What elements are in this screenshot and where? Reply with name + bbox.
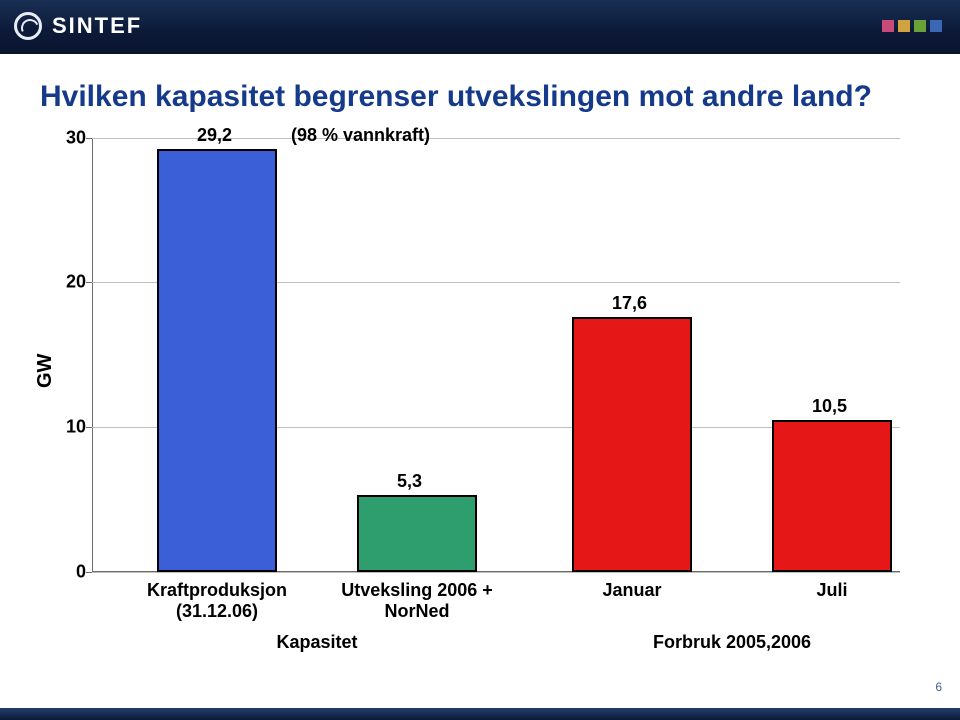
x-tick-label: Utveksling 2006 +NorNed [317, 580, 517, 623]
x-tick-label: Januar [532, 580, 732, 602]
plot-area: 0102030 29,2(98 % vannkraft)5,317,610,5 … [92, 138, 900, 668]
brand-name: SINTEF [52, 13, 142, 39]
y-axis-label: GW [34, 353, 57, 387]
bar-value-label: 17,6 [612, 293, 647, 314]
header-dot-row [882, 20, 942, 32]
brand: SINTEF [14, 12, 142, 40]
x-group-label: Kapasitet [117, 632, 517, 653]
x-tick-label: Juli [732, 580, 932, 602]
bar-value-label: 5,3 [397, 471, 422, 492]
bar-value-label: 10,5 [812, 396, 847, 417]
header-banner: SINTEF [0, 0, 960, 54]
y-tick-label: 0 [52, 561, 86, 582]
y-tick-label: 30 [52, 127, 86, 148]
slide-body: Hvilken kapasitet begrenser utvekslingen… [0, 54, 960, 708]
x-axis-labels: Kraftproduksjon(31.12.06)Utveksling 2006… [92, 572, 900, 668]
bars-layer: 29,2(98 % vannkraft)5,317,610,5 [92, 138, 900, 572]
bar [157, 149, 277, 571]
header-dot [930, 20, 942, 32]
capacity-bar-chart: GW 0102030 29,2(98 % vannkraft)5,317,610… [40, 138, 920, 668]
bar [772, 420, 892, 572]
header-dot [882, 20, 894, 32]
bar [572, 317, 692, 572]
bar-value-label: 29,2 [197, 125, 232, 146]
footer-bar [0, 708, 960, 720]
sintef-logo-icon [14, 12, 42, 40]
bar [357, 495, 477, 572]
y-tick-label: 10 [52, 416, 86, 437]
x-tick-label: Kraftproduksjon(31.12.06) [117, 580, 317, 623]
slide-title: Hvilken kapasitet begrenser utvekslingen… [40, 78, 920, 116]
y-tick-label: 20 [52, 272, 86, 293]
bar-annotation: (98 % vannkraft) [291, 125, 430, 146]
x-group-label: Forbruk 2005,2006 [532, 632, 932, 653]
header-dot [898, 20, 910, 32]
header-dot [914, 20, 926, 32]
page-number: 6 [935, 680, 942, 694]
